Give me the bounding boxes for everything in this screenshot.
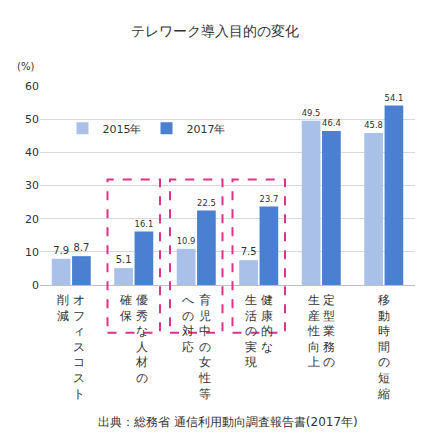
- svg-text:5.1: 5.1: [116, 254, 132, 265]
- svg-text:7.5: 7.5: [241, 246, 257, 257]
- svg-text:0: 0: [32, 279, 39, 292]
- svg-text:23.7: 23.7: [260, 194, 279, 204]
- svg-text:2017年: 2017年: [187, 123, 226, 136]
- svg-text:30: 30: [25, 179, 39, 192]
- svg-text:テレワーク導入目的の変化: テレワーク導入目的の変化: [131, 23, 299, 39]
- svg-text:2015年: 2015年: [103, 123, 142, 136]
- svg-text:出典：総務省 通信利用動向調査報告書(2017年): 出典：総務省 通信利用動向調査報告書(2017年): [98, 415, 358, 429]
- svg-text:定型業務の: 定型業務の: [323, 293, 335, 369]
- svg-text:削減: 削減: [57, 293, 69, 323]
- svg-text:54.1: 54.1: [385, 93, 404, 103]
- svg-text:49.5: 49.5: [302, 108, 321, 118]
- svg-text:22.5: 22.5: [197, 198, 216, 208]
- svg-text:育児中の女性等: 育児中の女性等: [198, 293, 211, 401]
- svg-text:への対応: への対応: [182, 293, 194, 354]
- svg-text:45.8: 45.8: [364, 120, 383, 130]
- svg-text:優秀な人材の: 優秀な人材の: [135, 293, 148, 385]
- svg-text:20: 20: [25, 213, 39, 226]
- svg-text:16.1: 16.1: [135, 219, 154, 229]
- svg-text:7.9: 7.9: [53, 245, 69, 256]
- svg-text:生活の実現: 生活の実現: [245, 293, 257, 369]
- svg-text:50: 50: [25, 113, 39, 126]
- svg-text:確保: 確保: [119, 293, 132, 323]
- svg-text:移動時間の短縮: 移動時間の短縮: [377, 293, 390, 401]
- svg-text:8.7: 8.7: [73, 242, 89, 253]
- svg-text:10: 10: [25, 246, 39, 259]
- svg-text:健康的な: 健康的な: [261, 293, 273, 354]
- svg-text:10.9: 10.9: [177, 236, 196, 246]
- svg-text:40: 40: [25, 146, 39, 159]
- svg-text:生産性向上: 生産性向上: [307, 293, 320, 369]
- svg-text:(%): (%): [17, 61, 34, 72]
- svg-text:60: 60: [25, 80, 39, 93]
- svg-text:オフィスコスト: オフィスコスト: [73, 293, 85, 401]
- svg-text:46.4: 46.4: [322, 118, 341, 128]
